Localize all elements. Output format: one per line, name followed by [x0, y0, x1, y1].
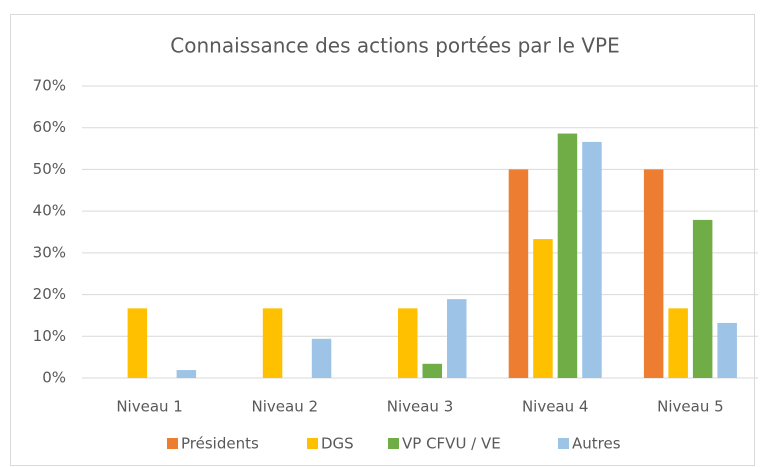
y-tick-label: 40% [33, 202, 66, 220]
y-tick-label: 50% [33, 160, 66, 178]
bar [508, 169, 529, 378]
bar [422, 363, 442, 378]
bar [311, 338, 332, 378]
x-tick-label: Niveau 5 [657, 398, 724, 416]
y-tick-label: 30% [33, 243, 66, 261]
y-tick-label: 60% [33, 118, 66, 136]
legend-label: VP CFVU / VE [402, 435, 501, 453]
legend-swatch [307, 438, 318, 449]
bar [127, 308, 148, 378]
bar [398, 308, 418, 378]
legend-label: Présidents [181, 435, 259, 453]
bar [176, 370, 197, 378]
bar [643, 169, 664, 378]
legend-swatch [558, 438, 569, 449]
bar [447, 299, 467, 378]
legend-label: DGS [321, 435, 354, 453]
x-tick-label: Niveau 1 [116, 398, 183, 416]
bar [557, 133, 578, 378]
chart-border [10, 14, 755, 466]
bar [582, 141, 602, 378]
bar [668, 308, 688, 378]
legend-label: Autres [572, 435, 621, 453]
x-tick-label: Niveau 4 [522, 398, 589, 416]
legend-swatch [167, 438, 178, 449]
legend-swatch [388, 438, 399, 449]
x-tick-label: Niveau 2 [252, 398, 319, 416]
y-tick-label: 70% [33, 77, 66, 95]
y-tick-label: 20% [33, 285, 66, 303]
y-tick-label: 10% [33, 327, 66, 345]
x-tick-label: Niveau 3 [387, 398, 454, 416]
chart-title: Connaissance des actions portées par le … [170, 34, 619, 58]
bar [692, 219, 713, 378]
bar [717, 322, 737, 378]
bar [533, 239, 553, 378]
y-tick-label: 0% [42, 369, 66, 387]
bar [262, 308, 283, 378]
